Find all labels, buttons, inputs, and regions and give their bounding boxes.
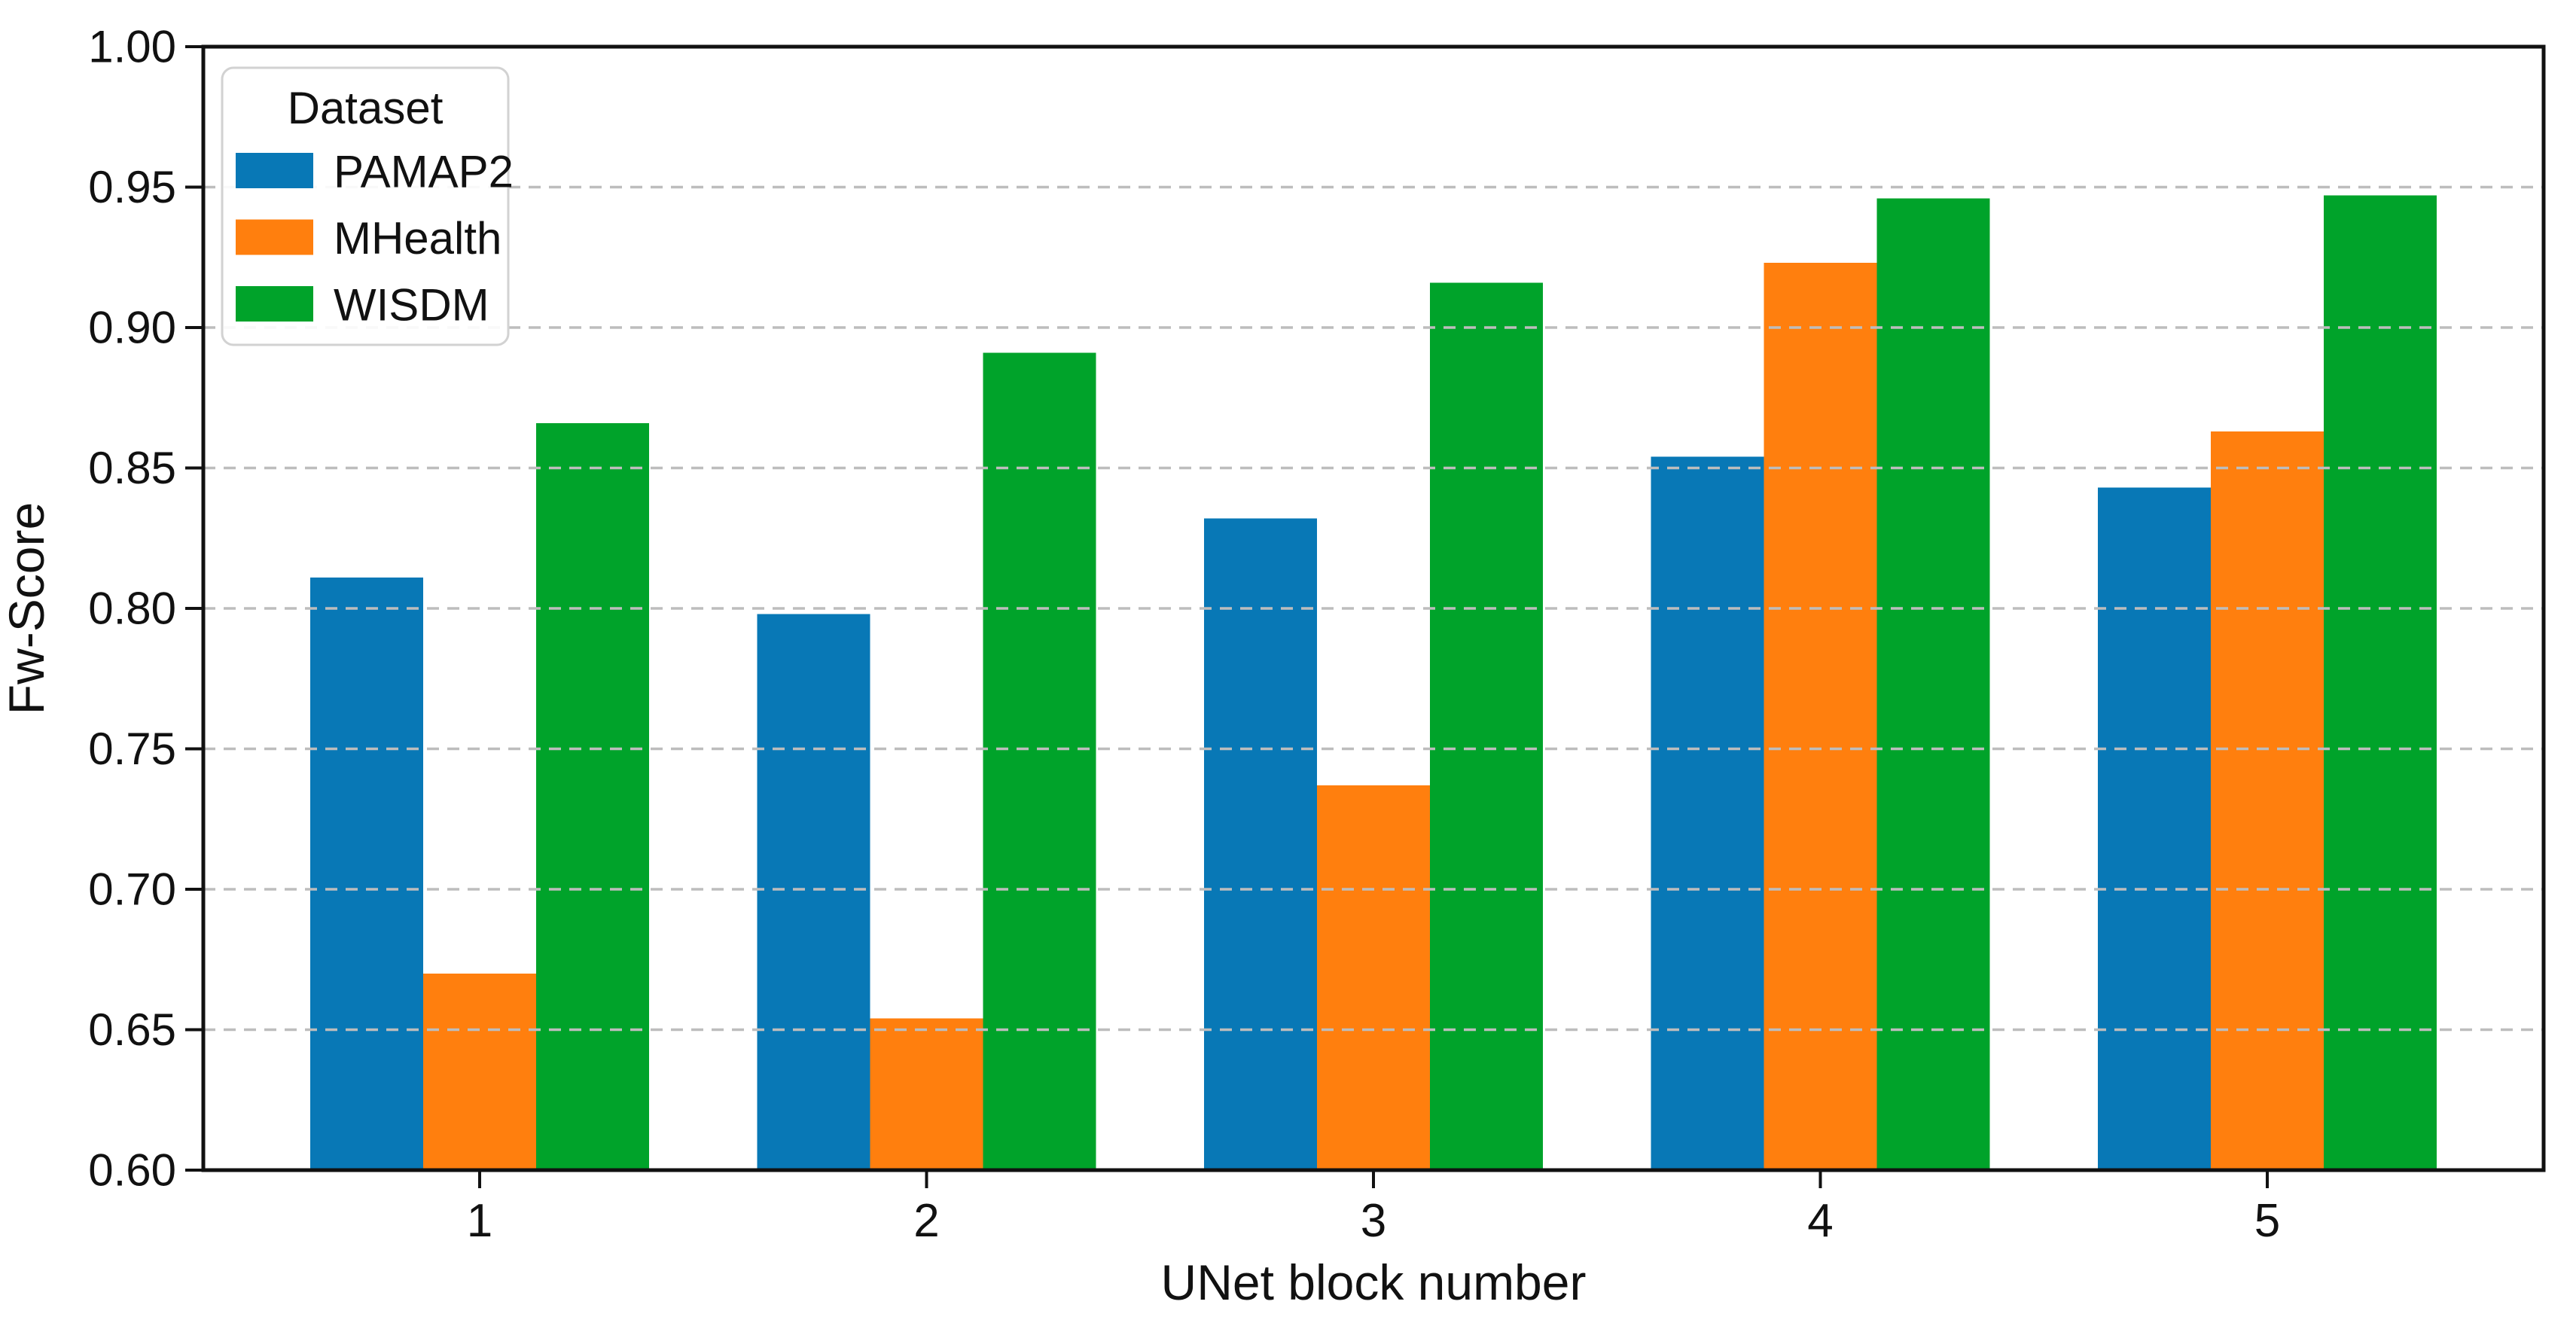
legend-box — [221, 66, 510, 346]
legend-label-PAMAP2: PAMAP2 — [334, 147, 514, 197]
legend-label-MHealth: MHealth — [334, 213, 501, 264]
legend-swatch-WISDM — [236, 286, 313, 322]
y-tick-label-0.65: 0.65 — [88, 1004, 176, 1055]
bar-WISDM-block1 — [536, 422, 649, 1170]
bar-PAMAP2-block1 — [310, 577, 423, 1170]
y-axis-label: Fw-Score — [0, 502, 54, 715]
plot-border — [201, 44, 2546, 1172]
bar-PAMAP2-block2 — [757, 614, 870, 1170]
y-tick-label-0.85: 0.85 — [88, 443, 176, 493]
bar-MHealth-block5 — [2211, 431, 2324, 1170]
bar-WISDM-block3 — [1430, 282, 1543, 1170]
bar-MHealth-block2 — [870, 1018, 983, 1170]
bar-WISDM-block2 — [983, 352, 1096, 1170]
legend-title: Dataset — [288, 83, 444, 133]
bar-PAMAP2-block5 — [2098, 487, 2211, 1170]
x-tick-label-2: 2 — [913, 1195, 939, 1247]
legend-swatch-MHealth — [236, 219, 313, 255]
bar-MHealth-block4 — [1764, 263, 1877, 1171]
bar-MHealth-block1 — [423, 973, 536, 1170]
x-tick-label-1: 1 — [467, 1195, 492, 1247]
bar-MHealth-block3 — [1317, 785, 1430, 1170]
y-tick-label-0.60: 0.60 — [88, 1145, 176, 1196]
y-tick-label-0.95: 0.95 — [88, 162, 176, 212]
bar-PAMAP2-block3 — [1204, 518, 1317, 1170]
y-tick-label-1.00: 1.00 — [88, 22, 176, 72]
y-tick-label-0.75: 0.75 — [88, 724, 176, 774]
bar-WISDM-block4 — [1876, 198, 1990, 1170]
x-tick-label-3: 3 — [1361, 1195, 1386, 1247]
y-tick-label-0.70: 0.70 — [88, 864, 176, 915]
bar-WISDM-block5 — [2324, 195, 2437, 1171]
x-axis-label: UNet block number — [1161, 1254, 1587, 1310]
legend-swatch-PAMAP2 — [236, 153, 313, 188]
x-tick-label-5: 5 — [2254, 1195, 2280, 1247]
y-tick-label-0.90: 0.90 — [88, 303, 176, 353]
legend-label-WISDM: WISDM — [334, 280, 489, 331]
y-tick-label-0.80: 0.80 — [88, 584, 176, 634]
x-tick-label-4: 4 — [1807, 1195, 1833, 1247]
bar-PAMAP2-block4 — [1651, 456, 1764, 1170]
